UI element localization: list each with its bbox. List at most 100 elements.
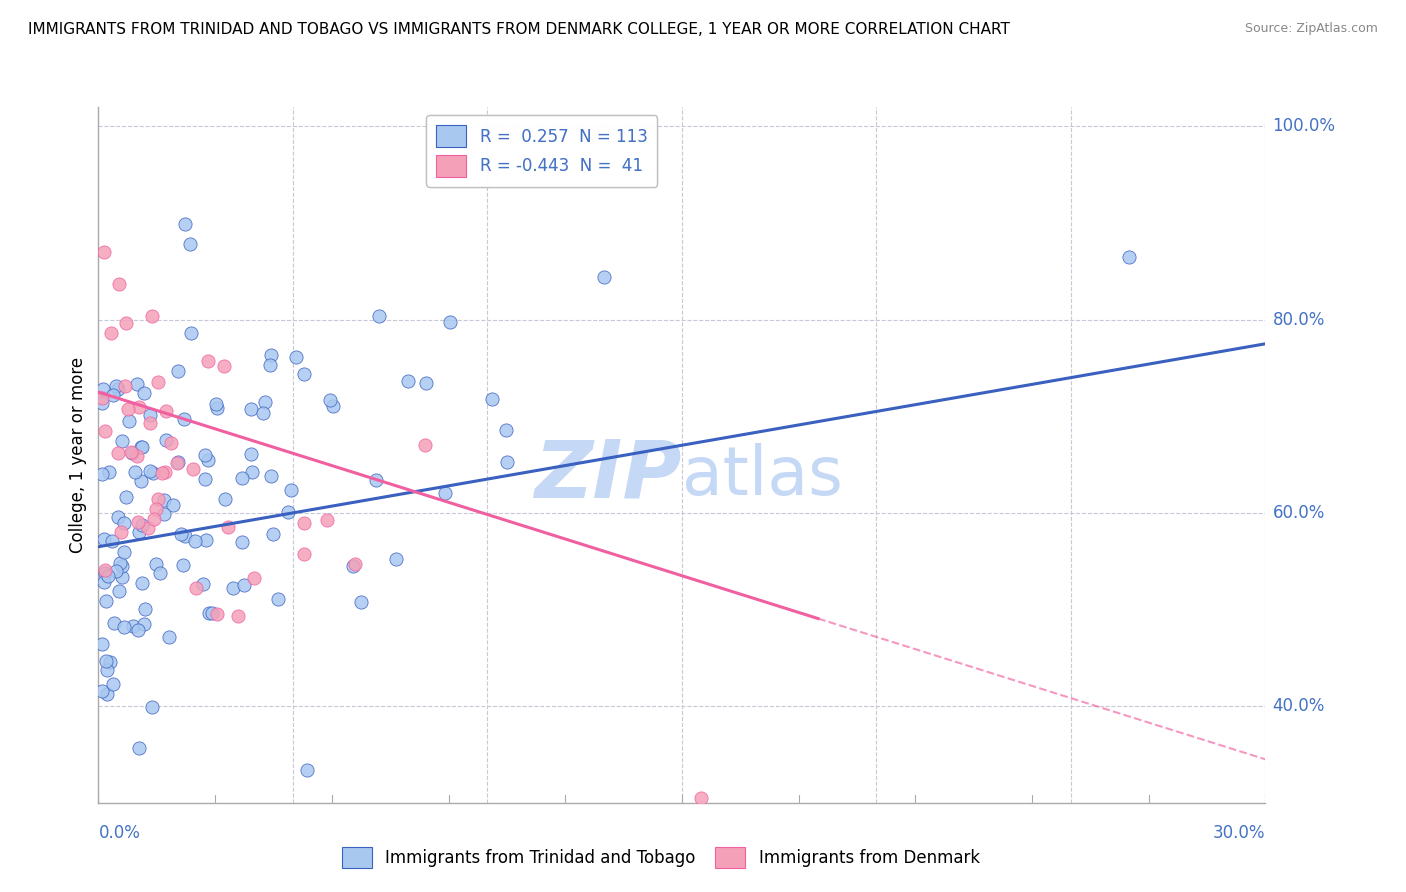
Point [112, 544, 135, 558]
Point [267, 592, 290, 607]
Point [593, 269, 616, 284]
Point [104, 378, 127, 392]
Point [495, 423, 517, 437]
Point [292, 516, 315, 530]
Point [131, 575, 153, 590]
Point [124, 465, 146, 479]
Point [194, 533, 217, 547]
Point [174, 529, 197, 543]
Point [129, 474, 152, 488]
Text: 0.0%: 0.0% [98, 824, 141, 842]
Point [139, 464, 162, 478]
Point [166, 456, 188, 470]
Point [152, 507, 174, 521]
Point [120, 444, 142, 458]
Point [131, 517, 153, 532]
Point [280, 483, 302, 497]
Point [141, 310, 163, 324]
Point [155, 404, 177, 418]
Point [481, 392, 503, 406]
Point [115, 490, 138, 504]
Point [125, 377, 148, 392]
Point [131, 440, 153, 454]
Point [226, 609, 249, 624]
Point [167, 455, 190, 469]
Point [112, 516, 135, 531]
Point [103, 616, 125, 631]
Point [254, 394, 277, 409]
Point [100, 655, 122, 669]
Point [100, 534, 122, 549]
Point [139, 416, 162, 430]
Point [319, 392, 342, 407]
Point [150, 466, 173, 480]
Point [217, 520, 239, 534]
Point [110, 524, 132, 539]
Point [91, 382, 114, 396]
Point [197, 453, 219, 467]
Point [93, 533, 115, 547]
Y-axis label: College, 1 year or more: College, 1 year or more [69, 357, 87, 553]
Point [173, 217, 195, 231]
Point [434, 485, 457, 500]
Point [94, 424, 117, 438]
Point [153, 493, 176, 508]
Point [141, 699, 163, 714]
Legend: Immigrants from Trinidad and Tobago, Immigrants from Denmark: Immigrants from Trinidad and Tobago, Imm… [335, 840, 987, 875]
Point [91, 391, 114, 405]
Point [93, 574, 115, 589]
Point [96, 594, 118, 608]
Point [128, 400, 150, 414]
Point [181, 461, 204, 475]
Point [259, 358, 281, 372]
Point [121, 446, 143, 460]
Point [350, 594, 373, 608]
Point [149, 566, 172, 581]
Point [322, 399, 344, 413]
Point [94, 654, 117, 668]
Text: 80.0%: 80.0% [1272, 310, 1324, 328]
Point [122, 619, 145, 633]
Point [97, 568, 120, 582]
Point [183, 534, 205, 549]
Text: 30.0%: 30.0% [1213, 824, 1265, 842]
Point [155, 433, 177, 447]
Text: atlas: atlas [682, 442, 842, 508]
Point [277, 505, 299, 519]
Point [91, 637, 114, 651]
Point [167, 364, 190, 378]
Point [127, 623, 149, 637]
Point [191, 576, 214, 591]
Point [439, 315, 461, 329]
Point [142, 512, 165, 526]
Point [93, 245, 115, 260]
Point [128, 525, 150, 540]
Point [496, 455, 519, 469]
Point [107, 382, 129, 396]
Point [197, 354, 219, 368]
Point [170, 526, 193, 541]
Point [160, 435, 183, 450]
Point [194, 448, 217, 462]
Point [103, 677, 125, 691]
Point [243, 571, 266, 585]
Point [212, 359, 235, 373]
Point [180, 326, 202, 340]
Point [231, 535, 253, 549]
Point [145, 557, 167, 571]
Point [110, 556, 132, 570]
Point [145, 501, 167, 516]
Point [117, 402, 139, 417]
Point [146, 492, 169, 507]
Text: 100.0%: 100.0% [1272, 118, 1336, 136]
Text: 60.0%: 60.0% [1272, 504, 1324, 522]
Point [101, 388, 124, 402]
Point [98, 465, 121, 479]
Point [292, 548, 315, 562]
Point [108, 583, 131, 598]
Point [134, 617, 156, 632]
Point [413, 438, 436, 452]
Text: Source: ZipAtlas.com: Source: ZipAtlas.com [1244, 22, 1378, 36]
Point [284, 351, 307, 365]
Point [128, 740, 150, 755]
